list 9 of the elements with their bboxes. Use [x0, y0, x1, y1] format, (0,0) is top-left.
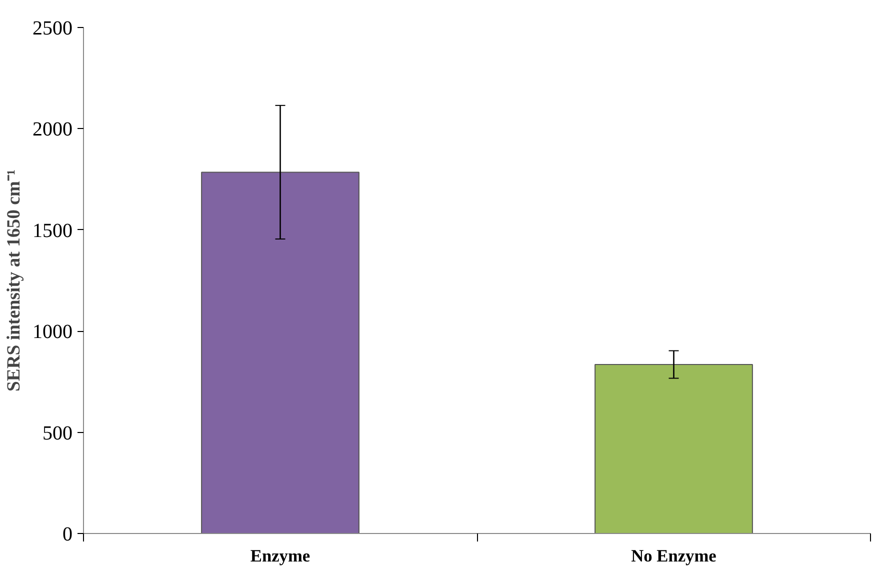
x-tick-label: No Enzyme [631, 546, 717, 566]
y-tick-label: 2000 [32, 118, 72, 141]
y-axis-title: SERS intensity at 1650 cm⁻¹ [4, 169, 24, 392]
y-tick-label: 2500 [32, 18, 72, 40]
y-tick-label: 1000 [32, 321, 72, 344]
x-tick-label: Enzyme [250, 546, 310, 566]
y-tick-label: 1500 [32, 220, 72, 242]
y-tick-label: 500 [42, 422, 72, 444]
y-tick-label: 0 [62, 524, 72, 546]
